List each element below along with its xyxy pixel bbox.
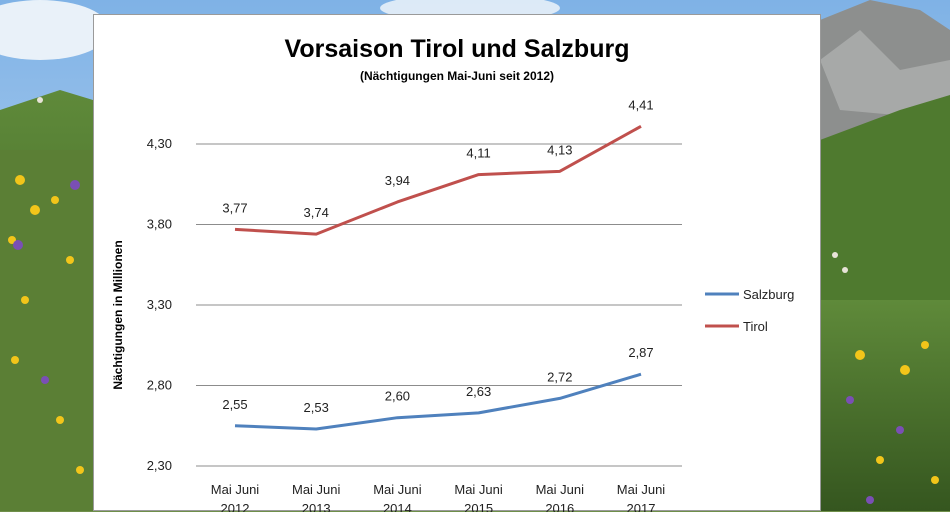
chart-subtitle: (Nächtigungen Mai-Juni seit 2012) [359, 69, 555, 83]
x-tick-label: Mai Juni [454, 482, 503, 497]
data-label: 2,53 [304, 400, 329, 415]
y-tick-label: 3,30 [147, 297, 172, 312]
y-tick-label: 4,30 [147, 136, 172, 151]
y-tick-label: 2,30 [147, 458, 172, 473]
chart-panel: Vorsaison Tirol und Salzburg (Nächtigung… [93, 14, 821, 512]
x-tick-label: Mai Juni [292, 482, 341, 497]
x-tick-label: 2015 [464, 501, 493, 512]
x-tick-label: Mai Juni [536, 482, 585, 497]
series-line-tirol [234, 124, 642, 236]
data-label: 3,94 [385, 173, 410, 188]
data-label: 3,74 [304, 205, 329, 220]
data-label: 4,13 [547, 142, 572, 157]
x-tick-label: Mai Juni [211, 482, 260, 497]
data-label: 2,60 [385, 389, 410, 404]
x-tick-label: 2014 [383, 501, 412, 512]
chart-title: Vorsaison Tirol und Salzburg [284, 35, 630, 63]
y-tick-label: 2,80 [147, 378, 172, 393]
x-tick-label: Mai Juni [617, 482, 666, 497]
data-label: 2,87 [628, 345, 653, 360]
data-label: 2,72 [547, 369, 572, 384]
data-label: 2,63 [466, 384, 491, 399]
legend-label-tirol: Tirol [743, 319, 768, 334]
series-line-salzburg [234, 372, 642, 431]
line-chart-plot: 2,30 2,80 3,30 3,80 4,30 Mai Juni 2012 Mai Juni… [147, 97, 795, 512]
x-tick-label: 2016 [545, 501, 574, 512]
x-tick-label: Mai Juni [373, 482, 422, 497]
x-tick-label: 2017 [627, 501, 656, 512]
data-label: 4,11 [466, 146, 490, 161]
y-tick-label: 3,80 [147, 217, 172, 232]
data-label: 3,77 [222, 200, 247, 215]
x-tick-label: 2012 [221, 501, 250, 512]
data-label: 4,41 [628, 97, 653, 112]
data-label: 2,55 [222, 397, 247, 412]
legend-label-salzburg: Salzburg [743, 287, 794, 302]
x-tick-label: 2013 [302, 501, 331, 512]
